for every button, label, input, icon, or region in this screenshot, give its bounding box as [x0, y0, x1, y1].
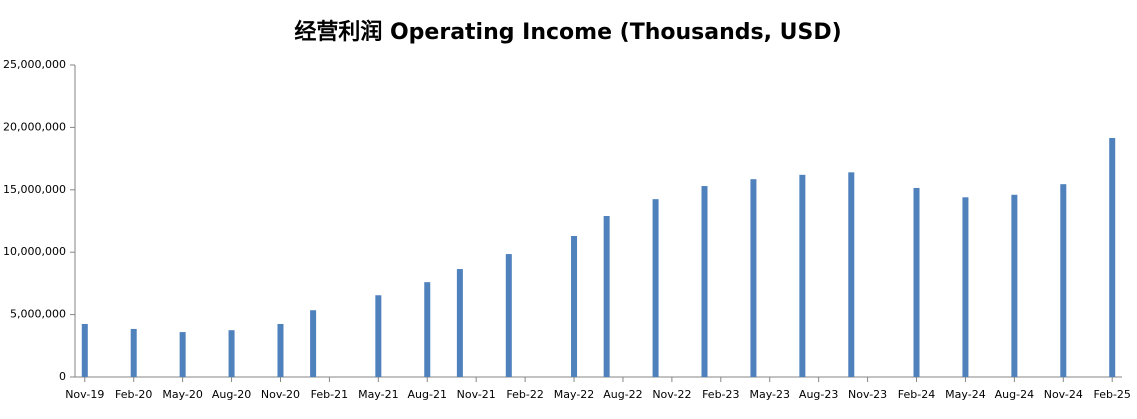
x-tick-label: Nov-21 [457, 388, 496, 401]
y-tick-label: 25,000,000 [3, 58, 66, 71]
x-tick-label: May-22 [554, 388, 595, 401]
x-tick-label: Aug-23 [799, 388, 838, 401]
x-tick-label: Nov-22 [652, 388, 691, 401]
x-tick-label: Nov-24 [1044, 388, 1083, 401]
x-tick-label: Feb-22 [506, 388, 543, 401]
bar [913, 187, 920, 377]
y-tick-label: 5,000,000 [10, 308, 66, 321]
bar [81, 323, 88, 377]
bar [424, 282, 431, 377]
bar [277, 323, 284, 377]
bar [1011, 194, 1018, 377]
chart-title: 经营利润 Operating Income (Thousands, USD) [294, 19, 841, 45]
x-tick-label: Nov-20 [261, 388, 300, 401]
bar [571, 235, 578, 377]
bar [310, 310, 317, 377]
x-tick-label: Aug-24 [995, 388, 1034, 401]
x-tick-label: Nov-23 [848, 388, 887, 401]
x-tick-label: Aug-21 [408, 388, 447, 401]
bar [701, 186, 708, 377]
y-tick-label: 10,000,000 [3, 245, 66, 258]
x-tick-label: Feb-20 [115, 388, 152, 401]
x-tick-label: Nov-19 [65, 388, 104, 401]
bar [228, 330, 235, 377]
y-tick-label: 0 [59, 370, 66, 383]
x-tick-label: Aug-20 [212, 388, 251, 401]
bar [1060, 184, 1067, 377]
bar [179, 332, 186, 377]
bar [848, 172, 855, 377]
y-tick-label: 20,000,000 [3, 120, 66, 133]
x-tick-label: Feb-23 [702, 388, 739, 401]
bar [1109, 138, 1116, 377]
bar [130, 328, 137, 377]
y-tick-label: 15,000,000 [3, 183, 66, 196]
x-tick-label: Feb-25 [1093, 388, 1130, 401]
bar [375, 295, 382, 377]
x-tick-label: May-20 [162, 388, 203, 401]
bar [652, 199, 659, 377]
bar [750, 179, 757, 377]
bar [505, 254, 512, 377]
x-tick-label: May-24 [945, 388, 986, 401]
x-tick-label: May-21 [358, 388, 399, 401]
x-tick-label: May-23 [749, 388, 790, 401]
bar [456, 269, 463, 377]
x-tick-label: Feb-24 [898, 388, 935, 401]
x-tick-label: Feb-21 [311, 388, 348, 401]
bar [799, 174, 806, 377]
bar [603, 216, 610, 377]
bar [962, 197, 969, 377]
x-tick-label: Aug-22 [603, 388, 642, 401]
